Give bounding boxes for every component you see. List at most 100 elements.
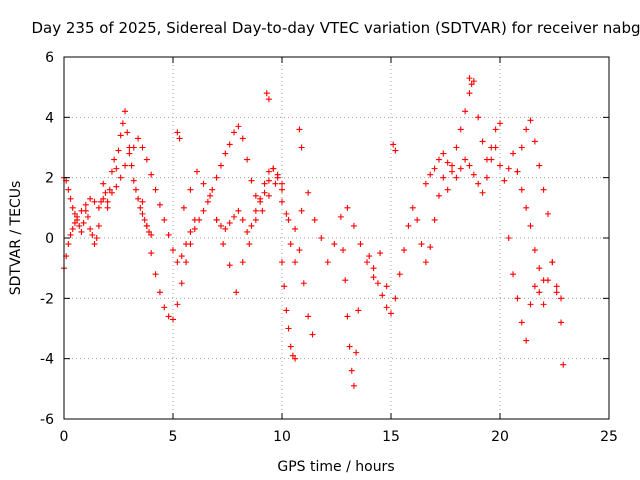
data-point [217, 162, 224, 169]
data-point [287, 343, 294, 350]
data-point [283, 210, 290, 217]
series-track-h [366, 78, 503, 317]
data-point [231, 213, 238, 220]
data-point [274, 174, 281, 181]
data-point [220, 241, 227, 248]
data-point [505, 235, 512, 241]
data-point [78, 228, 85, 235]
data-point [89, 231, 96, 238]
data-point [207, 192, 214, 199]
data-point [518, 319, 525, 326]
series-isolated [174, 75, 475, 154]
data-point [265, 192, 272, 199]
data-point [492, 144, 499, 151]
data-point [523, 126, 530, 133]
data-point [300, 280, 307, 287]
data-point [510, 150, 517, 157]
data-point [187, 241, 194, 248]
data-point [187, 228, 194, 235]
data-point [560, 361, 567, 368]
data-point [143, 156, 150, 163]
data-point [305, 189, 312, 196]
data-point [279, 186, 285, 193]
data-point [396, 271, 403, 278]
data-point [91, 198, 98, 205]
data-point [261, 189, 268, 196]
data-point [128, 162, 135, 169]
data-point [462, 108, 469, 115]
data-point [146, 228, 153, 235]
data-point [71, 219, 78, 226]
data-point [285, 216, 292, 223]
data-point [497, 162, 503, 169]
data-point [65, 241, 72, 248]
x-tick-label: 20 [491, 429, 509, 445]
data-point [296, 126, 303, 133]
data-point [392, 295, 399, 302]
data-point [549, 259, 556, 266]
data-point [418, 241, 425, 248]
data-point [98, 198, 105, 205]
data-point [261, 180, 268, 187]
data-point [405, 222, 412, 229]
x-tick-label: 25 [600, 429, 618, 445]
data-point [492, 126, 499, 133]
data-point [298, 207, 305, 214]
data-point [257, 195, 264, 202]
data-point [514, 168, 521, 175]
data-point [122, 162, 129, 169]
data-point [113, 183, 120, 190]
data-point [165, 231, 172, 238]
data-point [74, 213, 81, 220]
y-tick-label: 2 [45, 171, 54, 187]
data-point [100, 195, 107, 202]
data-point [231, 129, 238, 136]
data-point [78, 207, 85, 214]
data-point [193, 168, 200, 175]
data-point [531, 138, 538, 145]
data-point [370, 274, 377, 281]
data-point [366, 253, 373, 260]
data-point [289, 352, 296, 359]
data-point [161, 304, 168, 311]
data-point [344, 204, 351, 211]
data-point [340, 247, 347, 254]
data-point [414, 216, 421, 223]
data-point [235, 123, 242, 130]
data-point [235, 207, 242, 214]
data-point [449, 162, 456, 169]
data-point [265, 168, 272, 175]
data-point [544, 210, 551, 217]
data-point [383, 283, 390, 290]
data-point [370, 265, 377, 272]
data-point [170, 316, 176, 323]
series-track-g [340, 247, 362, 389]
data-point [176, 135, 183, 142]
data-point [350, 222, 357, 229]
data-point [553, 283, 560, 290]
data-point [152, 186, 159, 193]
data-point [364, 259, 371, 266]
data-point [531, 247, 538, 254]
series-track-k [514, 117, 565, 302]
data-point [536, 289, 543, 296]
data-point [148, 231, 155, 238]
data-point [117, 174, 124, 181]
data-point [239, 135, 246, 142]
series-track-e [213, 165, 316, 338]
y-tick-label: 4 [45, 110, 54, 126]
data-point [431, 216, 438, 223]
data-point [141, 216, 148, 223]
data-point [165, 313, 172, 320]
data-point [139, 144, 146, 151]
data-point [156, 201, 163, 208]
data-point [527, 117, 534, 124]
data-point [170, 247, 176, 254]
series-track-f [279, 259, 299, 362]
data-point [353, 349, 360, 356]
data-point [422, 259, 429, 266]
data-point [87, 225, 94, 232]
data-point [108, 189, 115, 196]
data-point [501, 177, 508, 184]
